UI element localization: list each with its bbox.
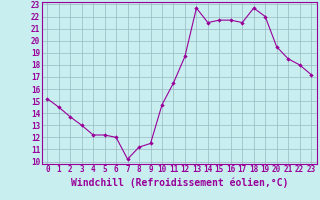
X-axis label: Windchill (Refroidissement éolien,°C): Windchill (Refroidissement éolien,°C) xyxy=(70,177,288,188)
